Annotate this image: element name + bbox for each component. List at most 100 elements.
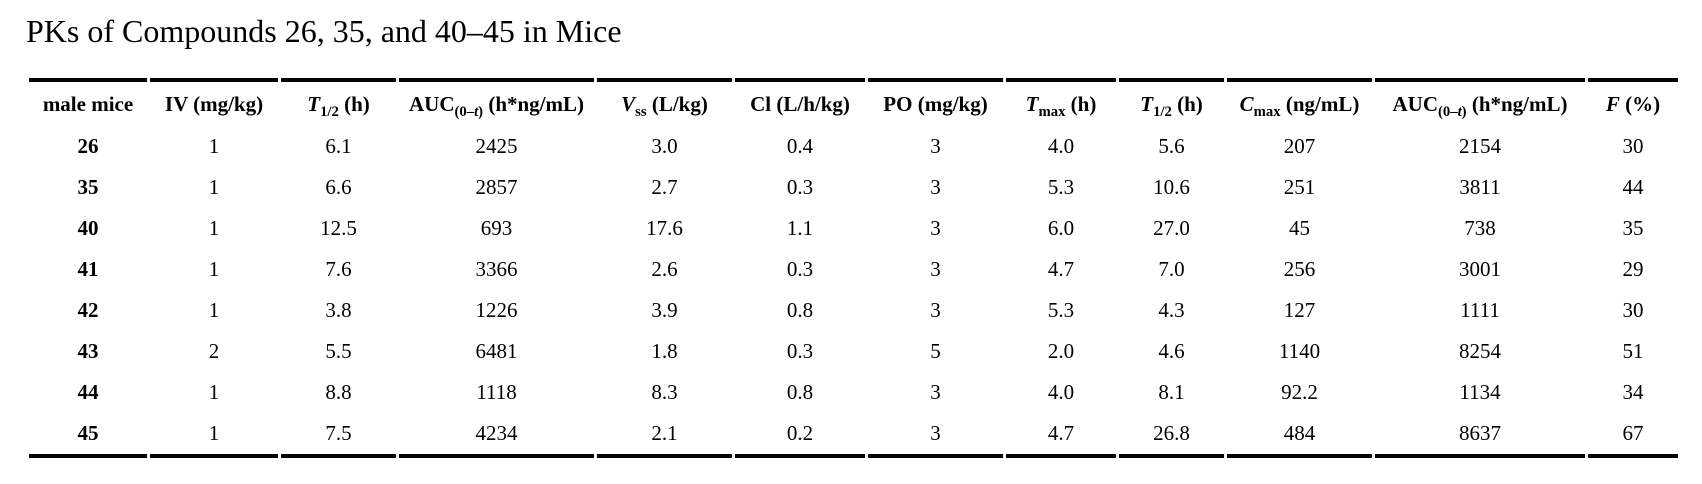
cell-value: 256 — [1283, 257, 1316, 281]
cell-value: 2.7 — [651, 175, 678, 199]
cell-value: 3811 — [1459, 175, 1501, 199]
table-row: 40 1 12.5 693 17.6 1.1 3 6.0 27.0 45 738 35 — [29, 208, 1678, 249]
cell-value: 17.6 — [646, 216, 683, 240]
row-compound-label: 41 — [77, 257, 99, 281]
cell-value: 5.3 — [1047, 175, 1075, 199]
table-row: 35 1 6.6 2857 2.7 0.3 3 5.3 10.6 251 3811 44 — [29, 167, 1678, 208]
cell-value: 7.6 — [325, 257, 352, 281]
cell-value: 4.0 — [1047, 380, 1075, 404]
cell-value: 1118 — [476, 380, 517, 404]
cell-value: 1140 — [1278, 339, 1321, 363]
cell-value: 7.0 — [1158, 257, 1185, 281]
cell-value: 0.8 — [786, 298, 814, 322]
row-compound-label: 44 — [77, 380, 99, 404]
cell-value: 3 — [930, 175, 941, 199]
table-header-row: male mice IV (mg/kg) T1/2 (h) AUC(0–t) (h*n… — [29, 78, 1678, 126]
cell-value: 1 — [208, 175, 220, 199]
cell-value: 3.9 — [651, 298, 678, 322]
cell-value: 4.3 — [1158, 298, 1185, 322]
cell-value: 1.1 — [786, 216, 814, 240]
cell-value: 8254 — [1459, 339, 1501, 363]
row-compound-label: 43 — [77, 339, 99, 363]
cell-value: 127 — [1283, 298, 1316, 322]
cell-value: 6.0 — [1047, 216, 1075, 240]
cell-value: 1 — [208, 134, 220, 158]
table-row: 42 1 3.8 1226 3.9 0.8 3 5.3 4.3 127 1111 30 — [29, 290, 1678, 331]
cell-value: 30 — [1622, 134, 1644, 158]
cell-value: 26.8 — [1119, 413, 1224, 458]
table-row: 45 1 7.5 4234 2.1 0.2 3 4.7 26.8 484 8637 67 — [29, 413, 1678, 458]
cell-value: 4.6 — [1158, 339, 1185, 363]
cell-value: 1 — [208, 257, 220, 281]
cell-value: 67 — [1588, 413, 1678, 458]
cell-value: 0.3 — [786, 257, 814, 281]
column-header-cl: Cl (L/h/kg) — [735, 78, 865, 126]
table-row: 26 1 6.1 2425 3.0 0.4 3 4.0 5.6 207 2154 30 — [29, 126, 1678, 167]
cell-value: 44 — [1622, 175, 1644, 199]
table-row: 43 2 5.5 6481 1.8 0.3 5 2.0 4.6 1140 8254 51 — [29, 331, 1678, 372]
cell-value: 3 — [868, 413, 1003, 458]
column-header-vss: Vss (L/kg) — [597, 78, 732, 126]
cell-value: 6481 — [475, 339, 518, 363]
cell-value: 3 — [930, 298, 941, 322]
cell-value: 1 — [150, 413, 278, 458]
table-row: 44 1 8.8 1118 8.3 0.8 3 4.0 8.1 92.2 1134 34 — [29, 372, 1678, 413]
cell-value: 8.3 — [651, 380, 678, 404]
row-compound-label: 45 — [29, 413, 147, 458]
cell-value: 1.8 — [651, 339, 678, 363]
cell-value: 8.8 — [325, 380, 352, 404]
cell-value: 3001 — [1459, 257, 1501, 281]
cell-value: 30 — [1622, 298, 1644, 322]
cell-value: 5 — [930, 339, 941, 363]
cell-value: 3 — [930, 257, 941, 281]
column-header-cmax: Cmax (ng/mL) — [1227, 78, 1372, 126]
column-header-iv-t-half: T1/2 (h) — [281, 78, 396, 126]
table-row: 41 1 7.6 3366 2.6 0.3 3 4.7 7.0 256 3001 29 — [29, 249, 1678, 290]
cell-value: 1226 — [475, 298, 518, 322]
column-header-male-mice: male mice — [29, 78, 147, 126]
column-header-po-auc: AUC(0–t) (h*ng/mL) — [1375, 78, 1585, 126]
cell-value: 484 — [1227, 413, 1372, 458]
cell-value: 1111 — [1460, 298, 1500, 322]
cell-value: 2.0 — [1047, 339, 1075, 363]
cell-value: 4.7 — [1006, 413, 1116, 458]
cell-value: 2 — [208, 339, 220, 363]
cell-value: 45 — [1289, 216, 1310, 240]
cell-value: 92.2 — [1281, 380, 1318, 404]
column-header-po-t-half: T1/2 (h) — [1119, 78, 1224, 126]
cell-value: 3.8 — [325, 298, 352, 322]
cell-value: 34 — [1622, 380, 1644, 404]
cell-value: 5.3 — [1047, 298, 1075, 322]
cell-value: 7.5 — [281, 413, 396, 458]
cell-value: 2.6 — [651, 257, 678, 281]
cell-value: 6.1 — [325, 134, 352, 158]
cell-value: 251 — [1283, 175, 1316, 199]
cell-value: 10.6 — [1153, 175, 1190, 199]
table-header: male mice IV (mg/kg) T1/2 (h) AUC(0–t) (h*n… — [29, 78, 1678, 126]
cell-value: 4.7 — [1047, 257, 1075, 281]
column-header-f-percent: F (%) — [1588, 78, 1678, 126]
row-compound-label: 40 — [77, 216, 99, 240]
column-header-iv-dose: IV (mg/kg) — [150, 78, 278, 126]
row-compound-label: 42 — [77, 298, 99, 322]
page-title: PKs of Compounds 26, 35, and 40–45 in Mi… — [26, 13, 622, 49]
cell-value: 3366 — [475, 257, 518, 281]
cell-value: 5.5 — [325, 339, 352, 363]
cell-value: 2425 — [475, 134, 518, 158]
cell-value: 3.0 — [651, 134, 678, 158]
column-header-iv-auc: AUC(0–t) (h*ng/mL) — [399, 78, 594, 126]
cell-value: 6.6 — [325, 175, 352, 199]
cell-value: 8637 — [1375, 413, 1585, 458]
cell-value: 51 — [1622, 339, 1644, 363]
cell-value: 3 — [930, 216, 941, 240]
cell-value: 2.1 — [597, 413, 732, 458]
cell-value: 4.0 — [1047, 134, 1075, 158]
cell-value: 693 — [480, 216, 513, 240]
cell-value: 29 — [1622, 257, 1644, 281]
cell-value: 27.0 — [1153, 216, 1190, 240]
cell-value: 1 — [208, 380, 220, 404]
cell-value: 1134 — [1459, 380, 1501, 404]
cell-value: 0.3 — [786, 339, 814, 363]
cell-value: 207 — [1283, 134, 1316, 158]
